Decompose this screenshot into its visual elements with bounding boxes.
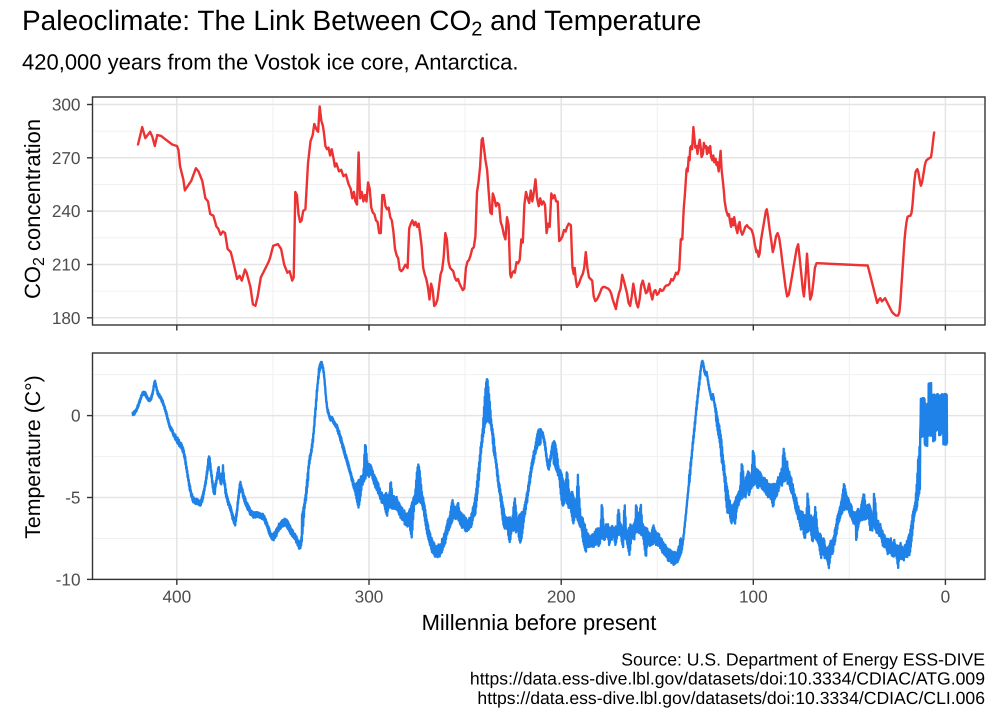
svg-text:180: 180 [52, 308, 81, 328]
svg-text:CO2 concentration: CO2 concentration [20, 119, 48, 299]
svg-text:210: 210 [52, 255, 81, 275]
svg-text:300: 300 [52, 95, 81, 115]
svg-text:300: 300 [355, 587, 384, 607]
svg-text:240: 240 [52, 201, 81, 221]
svg-text:Source: U.S. Department of Ene: Source: U.S. Department of Energy ESS-DI… [621, 650, 985, 670]
svg-text:Temperature (C°): Temperature (C°) [21, 375, 45, 539]
svg-text:420,000 years from the Vostok: 420,000 years from the Vostok ice core, … [22, 49, 518, 74]
svg-text:400: 400 [162, 587, 191, 607]
svg-text:200: 200 [547, 587, 576, 607]
svg-text:-5: -5 [65, 488, 80, 508]
svg-text:Millennia before present: Millennia before present [422, 610, 657, 635]
svg-text:0: 0 [941, 587, 951, 607]
svg-text:https://data.ess-dive.lbl.gov/: https://data.ess-dive.lbl.gov/datasets/d… [470, 669, 985, 689]
svg-text:270: 270 [52, 148, 81, 168]
svg-text:0: 0 [71, 406, 81, 426]
svg-text:Paleoclimate: The Link Between: Paleoclimate: The Link Between CO2 and T… [22, 5, 701, 41]
svg-text:100: 100 [739, 587, 768, 607]
svg-text:https://data.ess-dive.lbl.gov/: https://data.ess-dive.lbl.gov/datasets/d… [477, 688, 985, 708]
svg-text:-10: -10 [56, 569, 81, 589]
